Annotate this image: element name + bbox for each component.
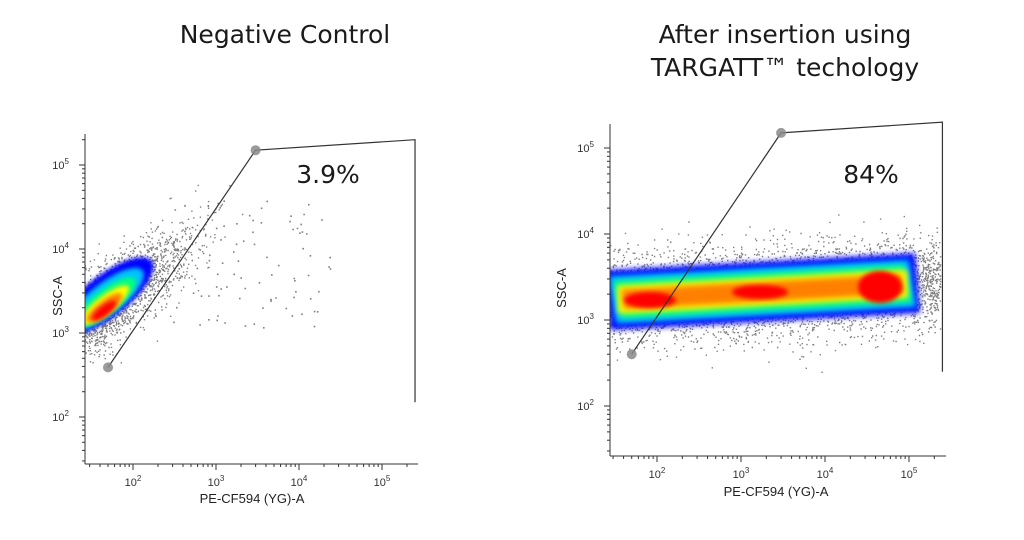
- y-tick-label: 102: [577, 398, 594, 413]
- gate-vertex-handle[interactable]: [250, 145, 261, 156]
- x-tick-label: 103: [208, 474, 225, 489]
- gate-vertex-handle[interactable]: [103, 362, 114, 373]
- x-tick-label: 102: [125, 474, 142, 489]
- gate-vertex-handle[interactable]: [626, 349, 637, 360]
- density-peak: [624, 292, 676, 308]
- gate-outline: [631, 121, 944, 372]
- x-tick-label: 105: [901, 466, 918, 481]
- plot-after-insertion: 102 103 104 105 102 103 104 105 84% PE-CF594 (Y…: [554, 121, 946, 499]
- gate-percent-label: 3.9%: [296, 160, 360, 189]
- x-axis-label: PE-CF594 (YG)-A: [200, 491, 305, 506]
- axes: 102 103 104 105 102 103 104 105: [577, 124, 946, 481]
- gate: [103, 139, 416, 403]
- chart-title-line: Negative Control: [179, 20, 391, 49]
- y-tick-label: 105: [52, 157, 69, 172]
- y-tick-label: 105: [577, 140, 594, 155]
- density-peak: [732, 285, 788, 299]
- gate-outline: [107, 139, 416, 403]
- gate-vertex-handle[interactable]: [776, 127, 787, 138]
- density-peak: [858, 271, 902, 303]
- y-axis-label: SSC-A: [50, 276, 65, 316]
- x-tick-label: 102: [649, 466, 666, 481]
- chart-title-line-2: TARGATT™ techology: [650, 53, 920, 82]
- chart-title-negative-control: Negative Control: [130, 18, 440, 51]
- density-contours: [610, 253, 920, 330]
- y-tick-label: 104: [52, 241, 69, 256]
- x-tick-label: 104: [291, 474, 308, 489]
- x-tick-label: 104: [817, 466, 834, 481]
- x-axis-label: PE-CF594 (YG)-A: [724, 484, 829, 499]
- y-tick-label: 103: [577, 312, 594, 327]
- y-tick-label: 103: [52, 325, 69, 340]
- y-tick-label: 102: [52, 409, 69, 424]
- chart-title-after-insertion: After insertion using TARGATT™ techology: [590, 18, 980, 84]
- density-contours: [85, 257, 154, 336]
- axes: 102 103 104 105 102 103 104 105: [52, 134, 418, 489]
- plot-negative-control: 102 103 104 105 102 103 104 105 3.9% PE-CF594 (…: [50, 134, 418, 506]
- y-axis-label: SSC-A: [554, 268, 569, 308]
- gate-percent-label: 84%: [843, 160, 899, 189]
- x-tick-label: 105: [374, 474, 391, 489]
- density-level-6: [91, 300, 117, 321]
- y-tick-label: 104: [577, 226, 594, 241]
- gate: [626, 121, 944, 372]
- x-tick-label: 103: [733, 466, 750, 481]
- chart-title-line-1: After insertion using: [658, 20, 912, 49]
